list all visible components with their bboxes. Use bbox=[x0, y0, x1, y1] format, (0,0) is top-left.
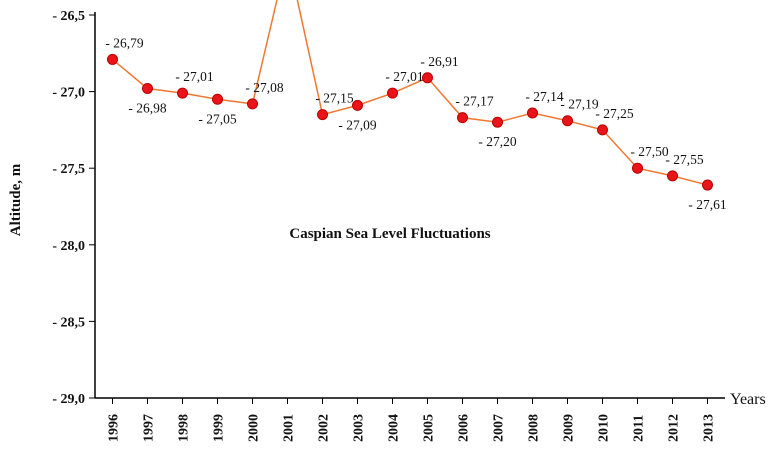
x-tick-label: 2004 bbox=[387, 414, 402, 442]
data-label: - 27,14 bbox=[525, 89, 563, 104]
x-tick-label: 1996 bbox=[107, 414, 122, 442]
data-point bbox=[562, 115, 573, 127]
x-tick-label: 1998 bbox=[177, 414, 192, 442]
data-label: - 27,05 bbox=[198, 111, 236, 126]
data-label: - 27,08 bbox=[245, 80, 283, 95]
data-label: - 27,01 bbox=[175, 69, 213, 84]
y-tick-label: - 27,0 bbox=[52, 86, 85, 101]
x-tick-label: 2007 bbox=[492, 414, 507, 442]
series-line bbox=[112, 0, 708, 186]
x-tick-label: 2009 bbox=[562, 414, 577, 442]
x-tick-label: 2001 bbox=[282, 414, 297, 442]
data-label: - 27,25 bbox=[595, 106, 633, 121]
data-point bbox=[492, 116, 503, 128]
data-point bbox=[632, 162, 643, 174]
x-tick-label: 2000 bbox=[247, 414, 262, 442]
data-point bbox=[352, 99, 363, 111]
data-label: - 27,19 bbox=[560, 97, 598, 112]
x-tick-label: 2013 bbox=[702, 414, 717, 442]
data-label: - 26,91 bbox=[420, 54, 458, 69]
x-tick-label: 2005 bbox=[422, 414, 437, 442]
data-label: - 27,20 bbox=[478, 134, 516, 149]
data-point bbox=[702, 179, 713, 191]
x-axis-label: Years bbox=[730, 391, 766, 408]
data-label: - 27,61 bbox=[688, 197, 726, 212]
data-point bbox=[387, 87, 398, 99]
data-point bbox=[107, 53, 118, 65]
x-tick-label: 1997 bbox=[142, 414, 157, 442]
y-tick-label: - 28,5 bbox=[52, 315, 85, 330]
data-label: - 27,15 bbox=[315, 91, 353, 106]
x-tick-label: 2002 bbox=[317, 414, 332, 442]
x-tick-label: 2006 bbox=[457, 414, 472, 442]
data-label: - 26,98 bbox=[128, 101, 166, 116]
chart-title: Caspian Sea Level Fluctuations bbox=[289, 226, 490, 242]
x-tick-label: 2012 bbox=[667, 414, 682, 442]
data-point bbox=[527, 107, 538, 119]
data-label: - 26,79 bbox=[105, 35, 143, 50]
data-point bbox=[317, 109, 328, 121]
data-point bbox=[597, 124, 608, 136]
data-label: - 27,17 bbox=[455, 94, 493, 109]
data-label: - 27,09 bbox=[338, 117, 376, 132]
x-tick-label: 2003 bbox=[352, 414, 367, 442]
data-point bbox=[247, 98, 258, 110]
data-point bbox=[177, 87, 188, 99]
x-tick-label: 2011 bbox=[632, 415, 647, 442]
data-point bbox=[667, 170, 678, 182]
data-point bbox=[212, 93, 223, 105]
y-tick-label: - 26,5 bbox=[52, 9, 85, 24]
y-tick-label: - 29,0 bbox=[52, 392, 85, 407]
x-tick-label: 1999 bbox=[212, 414, 227, 442]
x-tick-label: 2010 bbox=[597, 414, 612, 442]
data-label: - 27,50 bbox=[630, 144, 668, 159]
data-point bbox=[422, 72, 433, 84]
data-point bbox=[457, 112, 468, 124]
x-tick-label: 2008 bbox=[527, 414, 542, 442]
y-tick-label: - 28,0 bbox=[52, 239, 85, 254]
y-tick-label: - 27,5 bbox=[52, 162, 85, 177]
data-label: - 27,55 bbox=[665, 152, 703, 167]
data-point bbox=[142, 83, 153, 95]
y-axis-label: Altitude, m bbox=[8, 163, 24, 236]
data-label: - 27,01 bbox=[385, 69, 423, 84]
